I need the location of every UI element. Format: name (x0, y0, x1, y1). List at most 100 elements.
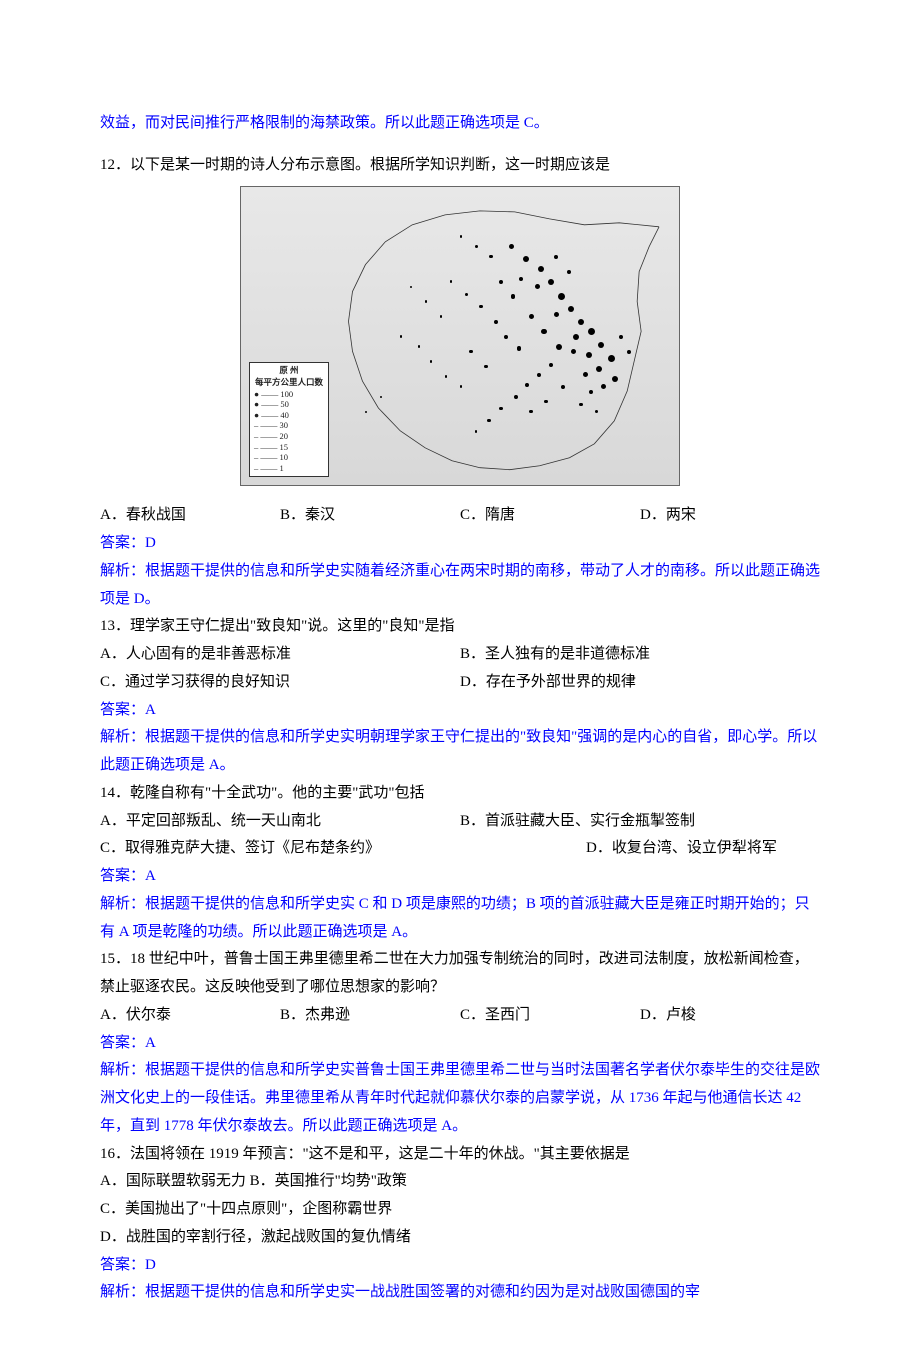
map-dot (504, 335, 508, 339)
q12-options: A．春秋战国 B．秦汉 C．隋唐 D．两宋 (100, 502, 820, 530)
q14-explanation: 解析：根据题干提供的信息和所学史实 C 和 D 项是康熙的功绩；B 项的首派驻藏… (100, 891, 820, 947)
q12-answer: 答案：D (100, 530, 820, 558)
legend-row: ● —— 50 (254, 399, 324, 410)
map-dot (529, 314, 534, 319)
legend-title-1: 原 州 (254, 365, 324, 376)
q14-options-row2: C．取得雅克萨大捷、签订《尼布楚条约》 D．收复台湾、设立伊犁将军 (100, 835, 820, 863)
map-dot (598, 342, 604, 348)
q12-optC: C．隋唐 (460, 502, 640, 530)
map-dot (588, 328, 595, 335)
map-dot (499, 407, 503, 411)
q13-explanation: 解析：根据题干提供的信息和所学史实明朝理学家王守仁提出的"致良知"强调的是内心的… (100, 724, 820, 780)
map-dot (380, 396, 382, 398)
map-dot (519, 277, 523, 281)
map-dot (489, 255, 493, 259)
map-dot (494, 320, 498, 324)
q12-optA: A．春秋战国 (100, 502, 280, 530)
q16-optC: C．美国抛出了"十四点原则"，企图称霸世界 (100, 1196, 820, 1224)
q16-optD: D．战胜国的宰割行径，激起战败国的复仇情绪 (100, 1224, 820, 1252)
q16-optAB: A．国际联盟软弱无力 B．英国推行"均势"政策 (100, 1168, 820, 1196)
q16-explanation: 解析：根据题干提供的信息和所学史实一战战胜国签署的对德和约因为是对战败国德国的宰 (100, 1279, 820, 1307)
q14-stem: 14．乾隆自称有"十全武功"。他的主要"武功"包括 (100, 780, 820, 808)
map-dot (460, 385, 463, 388)
q15-stem: 15．18 世纪中叶，普鲁士国王弗里德里希二世在大力加强专制统治的同时，改进司法… (100, 946, 820, 1002)
map-dot (514, 395, 518, 399)
map-dot (460, 235, 463, 238)
q13-stem: 13．理学家王守仁提出"致良知"说。这里的"良知"是指 (100, 613, 820, 641)
map-dot (558, 293, 565, 300)
map-dot (537, 373, 541, 377)
legend-row: – —— 10 (254, 452, 324, 463)
map-dot (499, 280, 503, 284)
legend-row: – —— 15 (254, 442, 324, 453)
map-dot (523, 256, 529, 262)
legend-row: ● —— 40 (254, 410, 324, 421)
map-dot (619, 335, 623, 339)
map-dot (440, 315, 442, 317)
q13-options-row2: C．通过学习获得的良好知识 D．存在予外部世界的规律 (100, 669, 820, 697)
map-dot (509, 244, 514, 249)
prev-explanation-tail: 效益，而对民间推行严格限制的海禁政策。所以此题正确选项是 C。 (100, 110, 820, 138)
map-dot (541, 329, 547, 335)
map-dot (475, 430, 478, 433)
q16-optA: A．国际联盟软弱无力 (100, 1173, 246, 1189)
map-dot (484, 365, 488, 369)
q13-optA: A．人心固有的是非善恶标准 (100, 641, 460, 669)
q13-optC: C．通过学习获得的良好知识 (100, 669, 460, 697)
q15-optC: C．圣西门 (460, 1002, 640, 1030)
map-dot (544, 400, 548, 404)
map-dot (627, 350, 631, 354)
legend-row: – —— 30 (254, 420, 324, 431)
map-dot (567, 270, 571, 274)
map-dot (583, 372, 588, 377)
map-dot (589, 390, 593, 394)
map-dot (538, 266, 544, 272)
map-dot (601, 384, 606, 389)
map-dot (400, 335, 402, 337)
map-dot (517, 346, 522, 351)
q15-optA: A．伏尔泰 (100, 1002, 280, 1030)
q14-answer: 答案：A (100, 863, 820, 891)
q15-options: A．伏尔泰 B．杰弗逊 C．圣西门 D．卢梭 (100, 1002, 820, 1030)
map-dot (573, 334, 579, 340)
map-dot (578, 319, 584, 325)
q13-optB: B．圣人独有的是非道德标准 (460, 641, 820, 669)
map-dot (568, 306, 574, 312)
map-dot (365, 411, 367, 413)
q12-optD: D．两宋 (640, 502, 820, 530)
q15-optB: B．杰弗逊 (280, 1002, 460, 1030)
map-dot (487, 419, 490, 422)
q13-options-row1: A．人心固有的是非善恶标准 B．圣人独有的是非道德标准 (100, 641, 820, 669)
map-dot (595, 410, 598, 413)
q13-answer: 答案：A (100, 697, 820, 725)
map-dot (579, 403, 583, 407)
q15-optD: D．卢梭 (640, 1002, 820, 1030)
map-dot (445, 375, 448, 378)
map-dot (554, 312, 559, 317)
map-dot (549, 363, 553, 367)
map-dot (450, 280, 453, 283)
legend-row: ● —— 100 (254, 389, 324, 400)
q12-explanation: 解析：根据题干提供的信息和所学史实随着经济重心在两宋时期的南移，带动了人才的南移… (100, 558, 820, 614)
q12-stem: 12．以下是某一时期的诗人分布示意图。根据所学知识判断，这一时期应该是 (100, 152, 820, 180)
q14-optC: C．取得雅克萨大捷、签订《尼布楚条约》 (100, 835, 586, 863)
q14-optB: B．首派驻藏大臣、实行金瓶掣签制 (460, 808, 820, 836)
map-dot (561, 385, 565, 389)
q12-map-figure: 原 州 每平方公里人口数 ● —— 100 ● —— 50 ● —— 40 – … (240, 186, 680, 486)
legend-row: – —— 20 (254, 431, 324, 442)
q13-optD: D．存在予外部世界的规律 (460, 669, 820, 697)
map-dot (418, 345, 420, 347)
map-dot (548, 279, 554, 285)
map-dot (479, 305, 483, 309)
map-dot (554, 255, 558, 259)
map-dot (465, 293, 468, 296)
q14-optD: D．收复台湾、设立伊犁将军 (586, 835, 820, 863)
map-dot (612, 376, 618, 382)
map-dot (525, 383, 529, 387)
map-dot (571, 349, 576, 354)
map-dot (529, 410, 532, 413)
map-dot (425, 300, 427, 302)
q14-options-row1: A．平定回部叛乱、统一天山南北 B．首派驻藏大臣、实行金瓶掣签制 (100, 808, 820, 836)
q16-optB: B．英国推行"均势"政策 (250, 1173, 407, 1189)
map-dot (469, 350, 472, 353)
